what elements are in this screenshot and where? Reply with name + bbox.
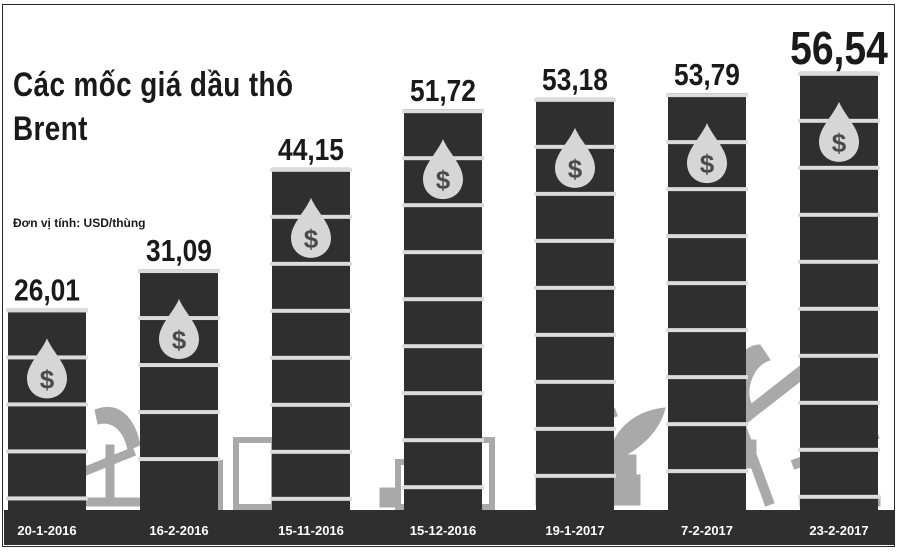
barrel-ring (402, 485, 484, 490)
barrel-ring (534, 473, 616, 478)
barrel-ring (666, 422, 748, 427)
oil-drop-icon (27, 338, 67, 399)
dollar-icon: $ (700, 149, 715, 179)
barrel-ring (270, 261, 352, 266)
unit-note: Đơn vị tính: USD/thùng (13, 216, 146, 230)
barrel-ring (138, 269, 220, 274)
dollar-icon: $ (568, 154, 583, 184)
barrel-ring (270, 402, 352, 407)
value-label: 31,09 (146, 234, 212, 268)
barrel-ring (534, 238, 616, 243)
barrel-ring (798, 306, 880, 311)
barrel-bar: $ (6, 308, 88, 510)
barrel-ring (798, 494, 880, 499)
barrel-bar: $ (402, 109, 484, 511)
barrel-ring (138, 363, 220, 368)
oil-drop-icon (423, 139, 463, 200)
barrel-ring (402, 203, 484, 208)
x-tick-label: 15-12-2016 (410, 523, 477, 538)
barrel-bar: $ (534, 97, 616, 510)
barrel-ring (402, 250, 484, 255)
value-label: 53,18 (542, 63, 608, 97)
x-tick-label: 16-2-2016 (149, 523, 208, 538)
barrel-ring (138, 457, 220, 462)
barrel-ring (798, 447, 880, 452)
barrel-ring (402, 344, 484, 349)
barrel-ring (402, 391, 484, 396)
barrel-ring (798, 71, 880, 76)
barrel-ring (534, 379, 616, 384)
barrel-bar: $ (666, 93, 748, 510)
x-axis-band (4, 510, 894, 545)
barrel-ring (6, 308, 88, 313)
barrel-ring (666, 375, 748, 380)
barrel-ring (798, 212, 880, 217)
barrel-ring (270, 167, 352, 172)
barrel-ring (666, 328, 748, 333)
oil-drop-icon (159, 299, 199, 360)
oil-drop-icon (687, 123, 727, 184)
x-tick-label: 19-1-2017 (545, 523, 604, 538)
barrel-ring (798, 400, 880, 405)
chart-title: Các mốc giá dầu thô Brent (13, 66, 294, 148)
dollar-icon: $ (832, 128, 847, 158)
dollar-icon: $ (304, 224, 319, 254)
barrel-ring (534, 426, 616, 431)
value-label: 51,72 (410, 74, 476, 108)
barrel-ring (534, 97, 616, 102)
barrel-ring (798, 259, 880, 264)
barrel-ring (270, 308, 352, 313)
barrel-ring (666, 187, 748, 192)
value-label: 53,79 (674, 58, 740, 92)
barrel-ring (270, 449, 352, 454)
barrel-ring (666, 281, 748, 286)
x-tick-label: 20-1-2016 (17, 523, 76, 538)
barrel-bar: $ (270, 167, 352, 510)
barrel-ring (6, 449, 88, 454)
barrel-ring (402, 109, 484, 114)
barrel-ring (798, 353, 880, 358)
value-label: 44,15 (278, 133, 344, 167)
x-tick-label: 7-2-2017 (681, 523, 733, 538)
barrel-ring (534, 191, 616, 196)
dollar-icon: $ (436, 165, 451, 195)
barrel-ring (666, 469, 748, 474)
barrel-ring (6, 402, 88, 407)
barrel-ring (6, 496, 88, 501)
x-tick-label: 15-11-2016 (278, 523, 344, 538)
barrel-ring (666, 234, 748, 239)
barrel-ring (270, 355, 352, 360)
barrel-ring (402, 438, 484, 443)
oil-drop-icon (819, 101, 859, 162)
dollar-icon: $ (40, 364, 55, 394)
oil-drop-icon (291, 197, 331, 258)
barrel-ring (138, 410, 220, 415)
dollar-icon: $ (172, 325, 187, 355)
barrel-ring (534, 332, 616, 337)
value-label: 26,01 (14, 273, 80, 307)
value-label: 56,54 (790, 23, 888, 75)
barrel-ring (534, 285, 616, 290)
barrel-ring (798, 165, 880, 170)
barrel-bar: $ (138, 269, 220, 510)
barrel-ring (666, 93, 748, 98)
barrel-bar: $ (798, 71, 880, 510)
barrel-ring (270, 496, 352, 501)
x-tick-label: 23-2-2017 (809, 523, 868, 538)
oil-drop-icon (555, 127, 595, 188)
barrel-ring (402, 297, 484, 302)
